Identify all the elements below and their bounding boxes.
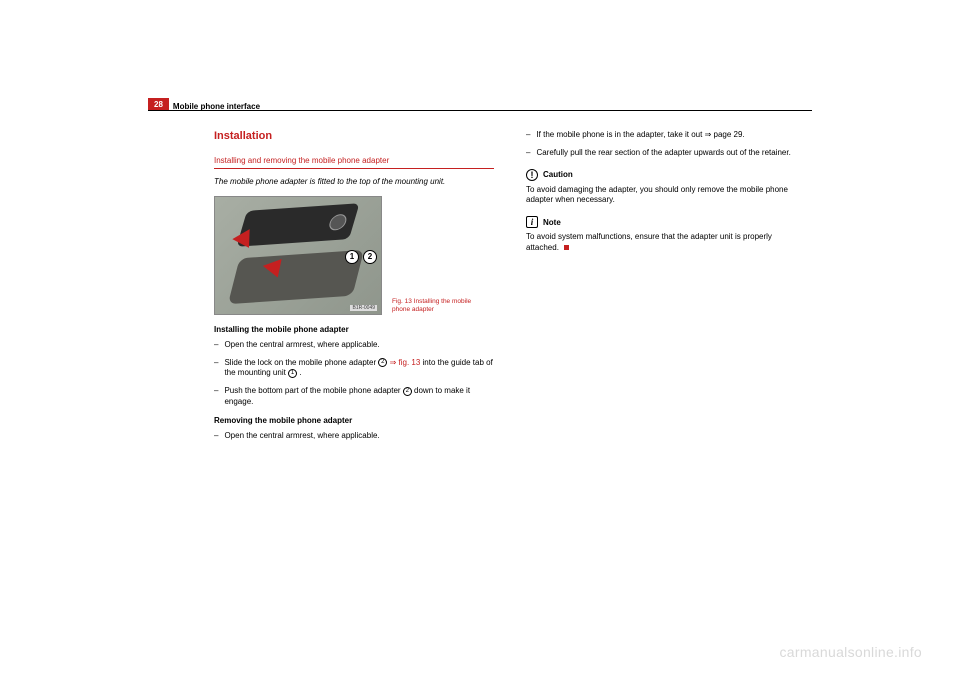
dash-icon: –: [214, 386, 218, 408]
note-text: To avoid system malfunctions, ensure tha…: [526, 232, 806, 254]
step-text: Slide the lock on the mobile phone adapt…: [224, 358, 494, 380]
page-reference: ⇒ page 29.: [705, 130, 745, 139]
caution-title: Caution: [543, 170, 573, 179]
caution-heading: ! Caution: [526, 169, 806, 181]
caution-icon: !: [526, 169, 538, 181]
remove-heading: Removing the mobile phone adapter: [214, 416, 494, 425]
figure-image: 1 2 B1R-0049: [214, 196, 382, 315]
heading-installation: Installation: [214, 130, 494, 142]
text-part: .: [299, 368, 301, 377]
note-icon: i: [526, 216, 538, 228]
column-right: – If the mobile phone is in the adapter,…: [526, 130, 806, 449]
column-left: Installation Installing and removing the…: [214, 130, 494, 449]
figure-row: 1 2 B1R-0049 Fig. 13 Installing the mobi…: [214, 196, 494, 315]
intro-text: The mobile phone adapter is fitted to th…: [214, 177, 494, 188]
install-step: – Push the bottom part of the mobile pho…: [214, 386, 494, 408]
inline-number: 1: [288, 369, 297, 378]
install-heading: Installing the mobile phone adapter: [214, 325, 494, 334]
dash-icon: –: [214, 358, 218, 380]
end-mark-icon: [564, 245, 569, 250]
step-text: If the mobile phone is in the adapter, t…: [536, 130, 806, 141]
dash-icon: –: [214, 431, 218, 442]
note-heading: i Note: [526, 216, 806, 228]
remove-step: – If the mobile phone is in the adapter,…: [526, 130, 806, 141]
note-title: Note: [543, 218, 561, 227]
remove-step: – Carefully pull the rear section of the…: [526, 148, 806, 159]
step-text: Open the central armrest, where applicab…: [224, 340, 494, 351]
watermark: carmanualsonline.info: [780, 644, 923, 660]
subheading: Installing and removing the mobile phone…: [214, 156, 494, 169]
dash-icon: –: [526, 148, 530, 159]
dash-icon: –: [214, 340, 218, 351]
header-divider: [148, 110, 812, 111]
step-text: Open the central armrest, where applicab…: [224, 431, 494, 442]
inline-number: 2: [403, 387, 412, 396]
text-part: If the mobile phone is in the adapter, t…: [536, 130, 704, 139]
note-text-content: To avoid system malfunctions, ensure tha…: [526, 232, 772, 252]
dash-icon: –: [526, 130, 530, 141]
text-part: Slide the lock on the mobile phone adapt…: [224, 358, 378, 367]
remove-step: – Open the central armrest, where applic…: [214, 431, 494, 442]
inline-number: 2: [378, 358, 387, 367]
install-step: – Slide the lock on the mobile phone ada…: [214, 358, 494, 380]
step-text: Push the bottom part of the mobile phone…: [224, 386, 494, 408]
step-text: Carefully pull the rear section of the a…: [536, 148, 806, 159]
figure-code: B1R-0049: [350, 305, 377, 311]
text-part: Push the bottom part of the mobile phone…: [224, 386, 402, 395]
figure-reference: ⇒ fig. 13: [390, 358, 421, 367]
adapter-bottom-shape: [228, 250, 364, 304]
callout-1: 1: [345, 250, 359, 264]
content-area: Installation Installing and removing the…: [214, 130, 812, 449]
install-step: – Open the central armrest, where applic…: [214, 340, 494, 351]
callout-2: 2: [363, 250, 377, 264]
caution-text: To avoid damaging the adapter, you shoul…: [526, 185, 806, 207]
figure-caption: Fig. 13 Installing the mobile phone adap…: [392, 298, 472, 315]
